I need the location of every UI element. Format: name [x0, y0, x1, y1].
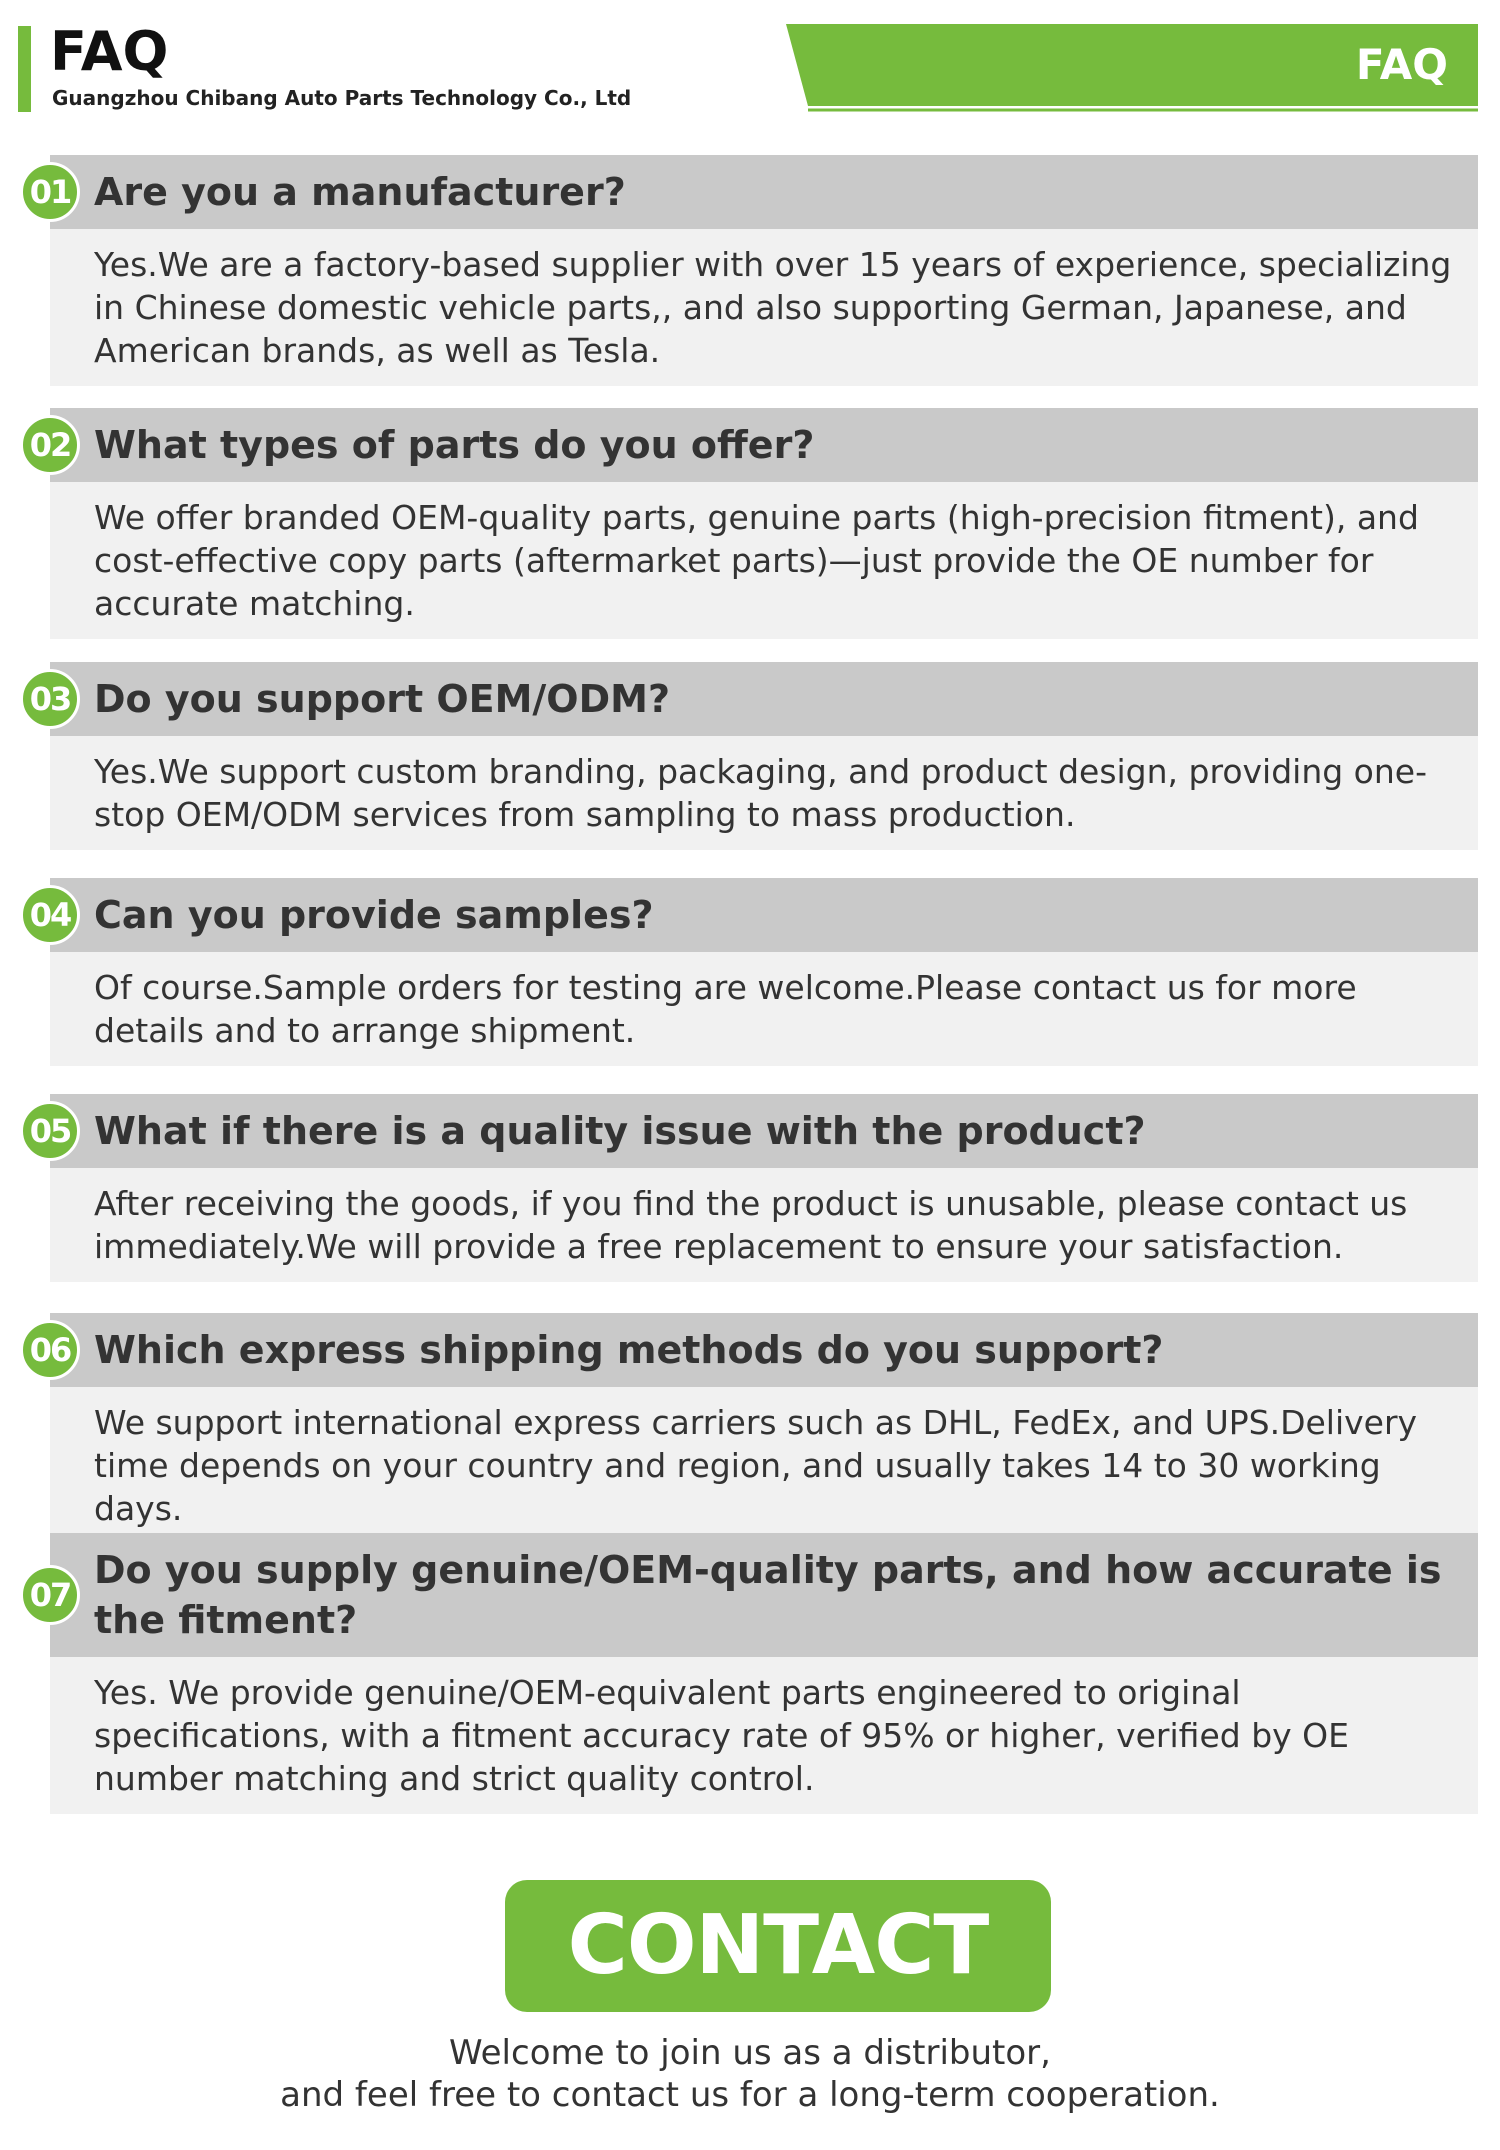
- page-title: FAQ: [50, 20, 169, 83]
- faq-answer: Yes.We support custom branding, packagin…: [50, 736, 1478, 850]
- faq-question: 05 What if there is a quality issue with…: [20, 1094, 1478, 1168]
- faq-answer: Yes. We provide genuine/OEM-equivalent p…: [50, 1657, 1478, 1814]
- banner-label: FAQ: [1355, 40, 1448, 89]
- company-name: Guangzhou Chibang Auto Parts Technology …: [52, 86, 632, 110]
- faq-question-text: Are you a manufacturer?: [94, 170, 626, 214]
- footer-line-1: Welcome to join us as a distributor,: [449, 2033, 1051, 2073]
- page-header: FAQ Guangzhou Chibang Auto Parts Technol…: [0, 0, 1500, 130]
- faq-answer: We support international express carrier…: [50, 1387, 1478, 1544]
- faq-question: 02 What types of parts do you offer?: [20, 408, 1478, 482]
- faq-item-02: 02 What types of parts do you offer? We …: [20, 408, 1478, 639]
- faq-number-badge: 05: [20, 1101, 80, 1161]
- faq-question-text: What types of parts do you offer?: [94, 423, 815, 467]
- faq-number-badge: 06: [20, 1320, 80, 1380]
- faq-answer: Of course.Sample orders for testing are …: [50, 952, 1478, 1066]
- contact-us-button[interactable]: CONTACT US: [505, 1880, 1051, 2125]
- faq-question: 07 Do you supply genuine/OEM-quality par…: [20, 1533, 1478, 1657]
- header-accent-bar: [18, 26, 31, 112]
- faq-item-01: 01 Are you a manufacturer? Yes.We are a …: [20, 155, 1478, 386]
- faq-item-05: 05 What if there is a quality issue with…: [20, 1094, 1478, 1282]
- faq-number-badge: 07: [20, 1565, 80, 1625]
- faq-number-badge: 01: [20, 162, 80, 222]
- faq-question-text: Which express shipping methods do you su…: [94, 1328, 1164, 1372]
- faq-question: 03 Do you support OEM/ODM?: [20, 662, 1478, 736]
- faq-question: 06 Which express shipping methods do you…: [20, 1313, 1478, 1387]
- footer-line-2: and feel free to contact us for a long-t…: [280, 2075, 1220, 2115]
- faq-question-text: Do you supply genuine/OEM-quality parts,…: [94, 1548, 1442, 1642]
- faq-question-text: What if there is a quality issue with th…: [94, 1109, 1146, 1153]
- faq-item-03: 03 Do you support OEM/ODM? Yes.We suppor…: [20, 662, 1478, 850]
- faq-item-06: 06 Which express shipping methods do you…: [20, 1313, 1478, 1544]
- faq-question: 01 Are you a manufacturer?: [20, 155, 1478, 229]
- faq-answer: We offer branded OEM-quality parts, genu…: [50, 482, 1478, 639]
- faq-number-badge: 02: [20, 415, 80, 475]
- faq-item-04: 04 Can you provide samples? Of course.Sa…: [20, 878, 1478, 1066]
- faq-number-badge: 03: [20, 669, 80, 729]
- faq-banner: FAQ: [786, 24, 1478, 112]
- faq-question: 04 Can you provide samples?: [20, 878, 1478, 952]
- faq-question-text: Can you provide samples?: [94, 893, 654, 937]
- faq-answer: Yes.We are a factory-based supplier with…: [50, 229, 1478, 386]
- banner-shape: [786, 24, 1478, 112]
- faq-question-text: Do you support OEM/ODM?: [94, 677, 671, 721]
- faq-answer: After receiving the goods, if you find t…: [50, 1168, 1478, 1282]
- faq-item-07: 07 Do you supply genuine/OEM-quality par…: [20, 1533, 1478, 1814]
- faq-number-badge: 04: [20, 885, 80, 945]
